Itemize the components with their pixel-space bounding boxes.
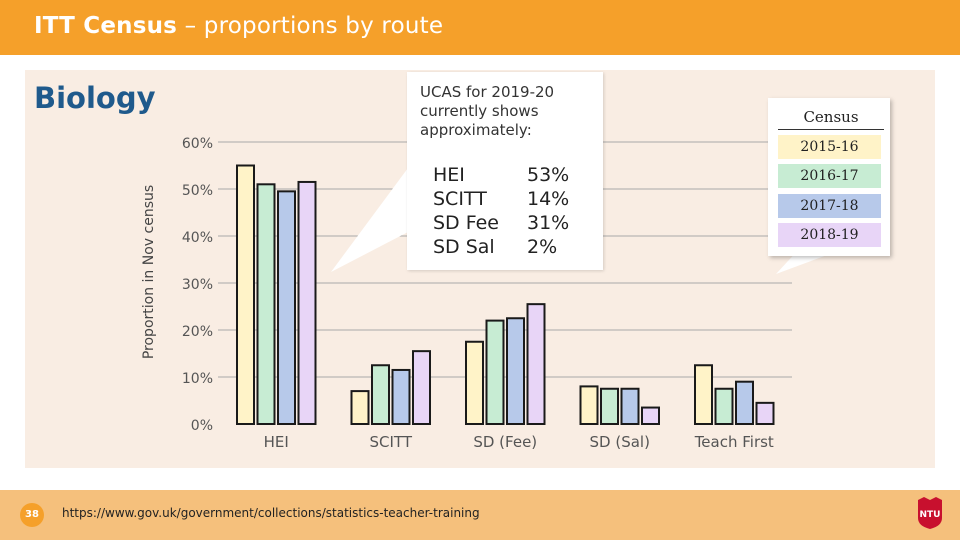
legend-divider [778,129,884,130]
share-route-label: SD Fee [433,212,499,234]
share-value: 14% [527,188,570,210]
title-bar: ITT Census – proportions by route [0,0,960,55]
y-tick-label: 60% [182,136,213,152]
bar [694,364,713,425]
bar [297,180,317,425]
bar [526,303,546,425]
y-tick-label: 0% [191,418,213,434]
ucas-callout [407,72,603,270]
share-value: 2% [527,236,558,258]
legend-item-2016-17: 2016-17 [778,164,881,188]
bar [350,390,370,426]
x-tick-label: HEI [264,433,289,451]
source-link[interactable]: https://www.gov.uk/government/collection… [62,506,480,520]
bar [236,164,255,425]
bar [485,319,505,426]
share-route-label: HEI [433,164,465,186]
bar [755,401,775,426]
callout-pointer [331,168,408,272]
legend-item-2018-19: 2018-19 [778,223,881,247]
slide-title: ITT Census – proportions by route [34,13,444,39]
y-tick-label: 10% [182,371,213,387]
y-tick-label: 50% [182,183,213,199]
bar [277,190,296,425]
x-tick-label: SD (Sal) [590,433,650,451]
y-tick-label: 30% [182,277,213,293]
bar [620,387,640,425]
bar [600,387,619,425]
share-value: 53% [527,164,570,186]
share-route-label: SCITT [433,188,487,210]
y-tick-label: 20% [182,324,213,340]
y-tick-label: 40% [182,230,213,246]
bar [391,368,411,426]
bar [412,350,431,425]
bar [641,406,660,425]
bar [579,385,599,425]
x-tick-label: SD (Fee) [473,433,537,451]
bar [371,364,390,425]
callout-heading: UCAS for 2019-20 currently shows approxi… [420,83,555,139]
bar [735,380,754,426]
bar [256,183,276,425]
legend-title: Census [803,108,859,126]
legend-item-2015-16: 2015-16 [778,135,881,159]
footer-bar [0,490,960,540]
y-axis-label: Proportion in Nov census [141,185,157,359]
bar [465,340,484,425]
subject-title: Biology [34,81,156,115]
bar [506,317,525,425]
page-number: 38 [20,503,44,527]
svg-text:NTU: NTU [920,510,941,520]
legend-item-2017-18: 2017-18 [778,194,881,218]
share-value: 31% [527,212,570,234]
x-tick-label: Teach First [694,433,774,451]
bar [714,387,734,425]
x-tick-label: SCITT [370,433,413,451]
ntu-logo-icon: NTU [918,497,942,529]
share-route-label: SD Sal [433,236,495,258]
